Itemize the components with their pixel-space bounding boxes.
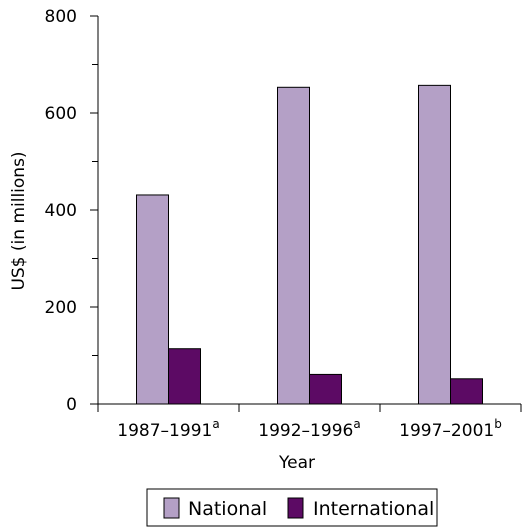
y-tick-label: 400 xyxy=(45,201,77,221)
y-tick-label: 200 xyxy=(45,298,77,318)
legend-swatch-international xyxy=(287,497,304,519)
x-tick-superscript: a xyxy=(353,417,360,431)
legend: National International xyxy=(146,488,438,527)
bars xyxy=(136,84,483,405)
axes: 0 200 400 600 800 1987–1991a 1992–1996a 1997–20… xyxy=(45,7,522,441)
bar-international-0 xyxy=(168,348,201,405)
x-axis-title: Year xyxy=(278,453,315,473)
bar-national-0 xyxy=(136,194,169,405)
x-tick-label: 1997–2001b xyxy=(399,417,502,441)
x-tick-superscript: a xyxy=(212,417,219,431)
legend-label-international: International xyxy=(313,498,434,520)
legend-swatch-national xyxy=(163,497,180,519)
x-tick-label: 1992–1996a xyxy=(258,417,360,441)
legend-label-national: National xyxy=(188,498,267,520)
y-tick-label: 600 xyxy=(45,104,77,124)
bar-international-1 xyxy=(309,373,342,405)
bar-national-2 xyxy=(418,84,451,405)
y-tick-label: 800 xyxy=(45,7,77,27)
bar-international-2 xyxy=(450,378,483,405)
y-axis-title: US$ (in millions) xyxy=(9,151,29,290)
y-tick-label: 0 xyxy=(66,395,77,415)
x-tick-label: 1987–1991a xyxy=(117,417,219,441)
x-tick-superscript: b xyxy=(494,417,502,431)
bar-national-1 xyxy=(277,86,310,405)
